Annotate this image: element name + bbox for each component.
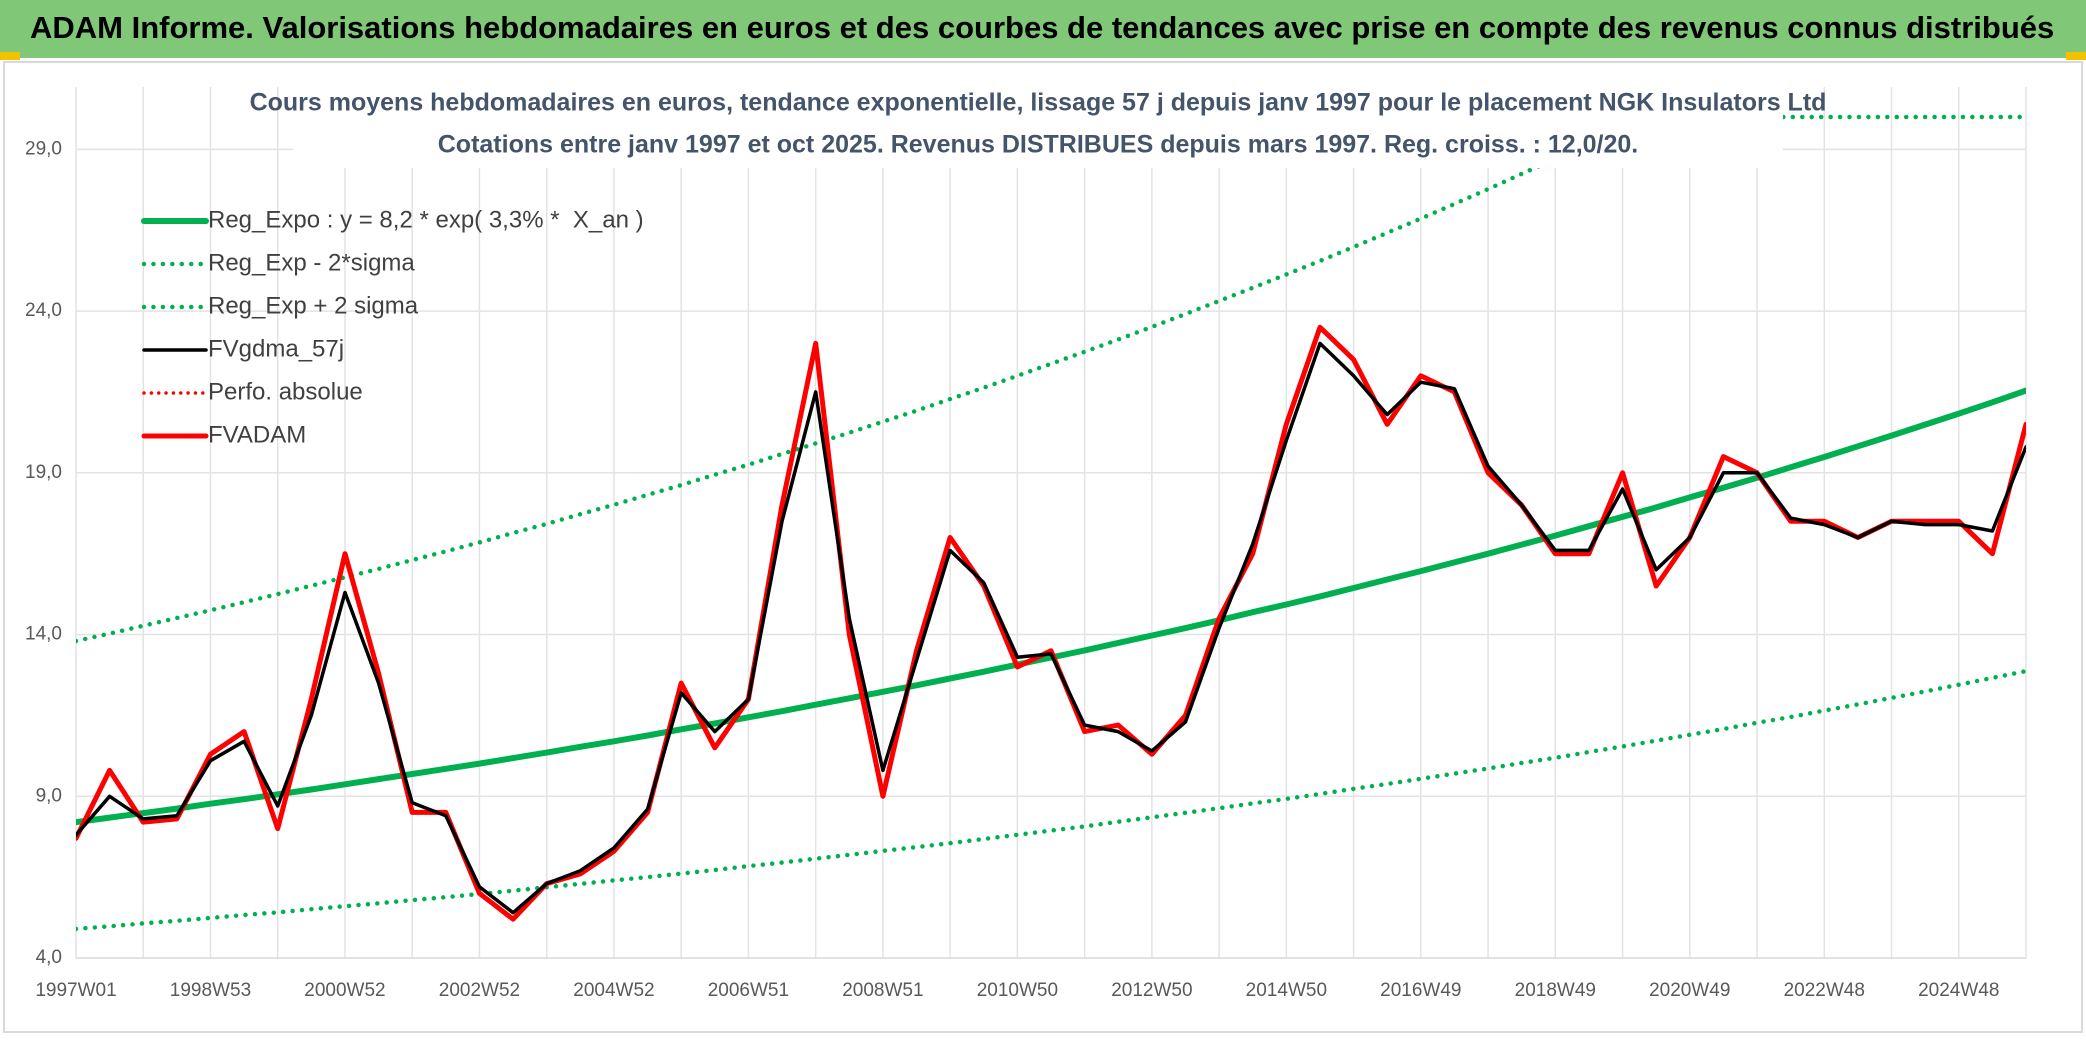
x-tick-label: 2018W49 (1515, 980, 1596, 1001)
y-tick-label: 14,0 (25, 624, 62, 645)
x-tick-label: 2010W50 (977, 980, 1058, 1001)
legend-label: FVgdma_57j (208, 335, 344, 362)
header-bar (0, 0, 2086, 58)
x-tick-label: 1997W01 (35, 980, 116, 1001)
legend-label: FVADAM (208, 421, 306, 448)
chart-subtitle: Cotations entre janv 1997 et oct 2025. R… (438, 131, 1639, 159)
x-tick-label: 2012W50 (1111, 980, 1192, 1001)
y-tick-label: 9,0 (36, 785, 62, 806)
legend-label: Reg_Expo : y = 8,2 * exp( 3,3% * X_an ) (208, 206, 644, 233)
x-tick-label: 2008W51 (842, 980, 923, 1001)
legend-label: Perfo. absolue (208, 378, 363, 405)
y-tick-label: 19,0 (25, 462, 62, 483)
x-tick-label: 1998W53 (170, 980, 251, 1001)
corner-left (0, 52, 20, 60)
y-tick-label: 29,0 (25, 138, 62, 159)
y-tick-label: 24,0 (25, 300, 62, 321)
x-tick-label: 2002W52 (439, 980, 520, 1001)
x-tick-label: 2024W48 (1918, 980, 1999, 1001)
x-tick-label: 2000W52 (304, 980, 385, 1001)
series-line (76, 341, 2026, 915)
grid: 4,0 9,0 14,0 19,0 24,0 29,0 1997W01 1998W53 2000… (25, 87, 2027, 1001)
y-tick-label: 4,0 (36, 947, 62, 968)
legend-label: Reg_Exp - 2*sigma (208, 249, 415, 276)
header-title: ADAM Informe. Valorisations hebdomadaire… (30, 10, 2054, 45)
legend: Reg_Expo : y = 8,2 * exp( 3,3% * X_an ) R… (141, 206, 644, 448)
title-box (293, 82, 1783, 168)
x-tick-label: 2006W51 (708, 980, 789, 1001)
x-tick-label: 2004W52 (573, 980, 654, 1001)
x-tick-label: 2014W50 (1246, 980, 1327, 1001)
chart-border (3, 61, 2083, 1033)
corner-right (2066, 52, 2086, 60)
legend-label: Reg_Exp + 2 sigma (208, 292, 419, 319)
x-tick-label: 2020W49 (1649, 980, 1730, 1001)
x-tick-label: 2022W48 (1784, 980, 1865, 1001)
x-tick-label: 2016W49 (1380, 980, 1461, 1001)
chart-title: Cours moyens hebdomadaires en euros, ten… (250, 89, 1827, 117)
plot (76, 114, 2026, 932)
